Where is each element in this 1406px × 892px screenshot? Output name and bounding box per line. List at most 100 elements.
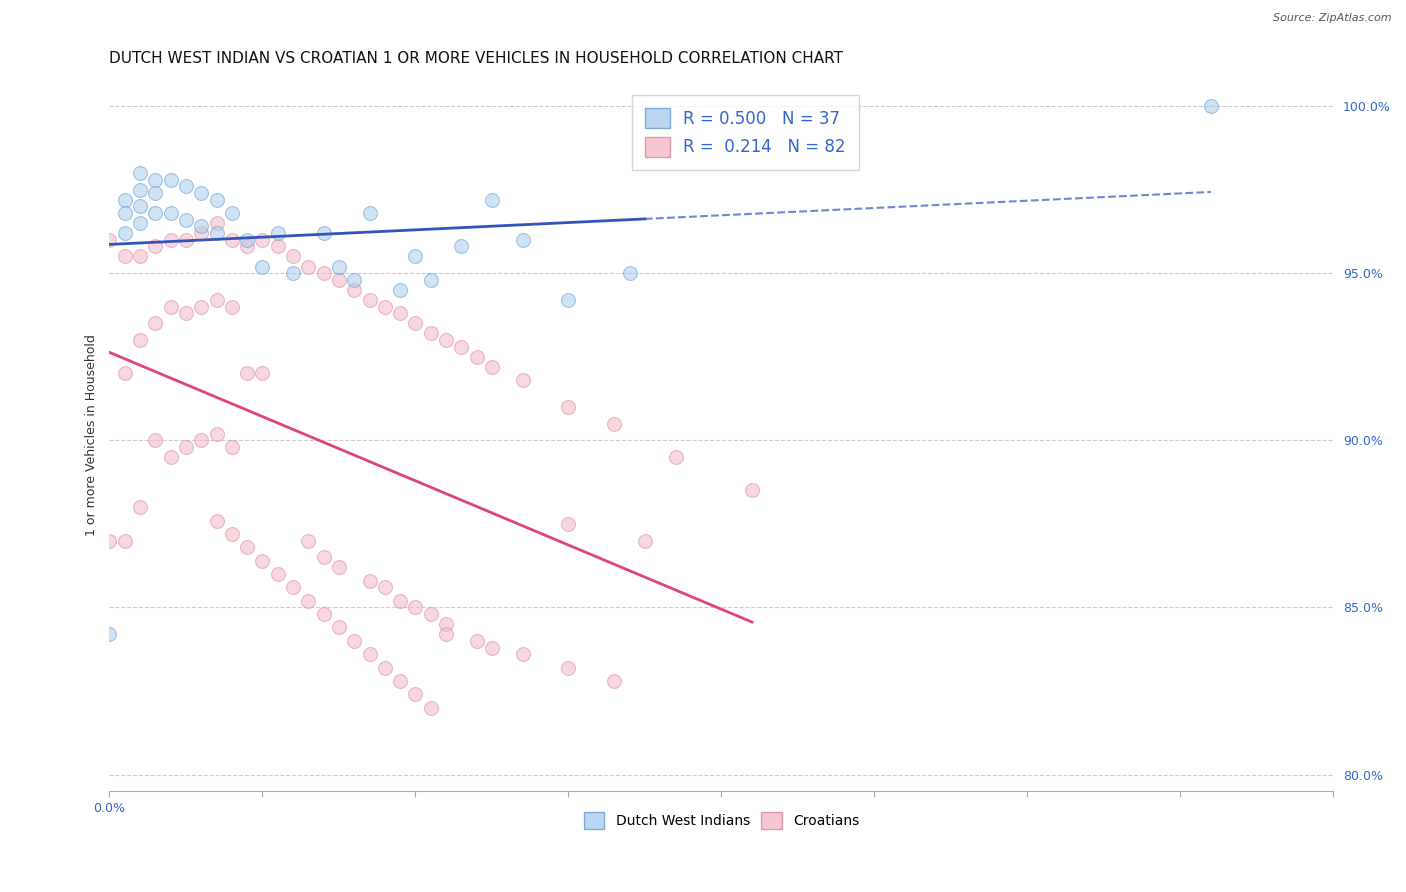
Point: [143, 172, 166, 186]
Point: [129, 199, 152, 213]
Point: [114, 250, 136, 264]
Point: [98, 627, 121, 641]
Point: [252, 554, 274, 568]
Point: [741, 483, 763, 498]
Point: [190, 226, 212, 240]
Point: [481, 640, 503, 655]
Point: [312, 550, 335, 565]
Point: [434, 333, 457, 347]
Point: [114, 206, 136, 220]
Point: [603, 673, 626, 688]
Point: [359, 293, 381, 307]
Point: [98, 533, 121, 548]
Point: [98, 233, 121, 247]
Point: [297, 593, 319, 607]
Point: [557, 293, 579, 307]
Point: [129, 250, 152, 264]
Point: [159, 233, 181, 247]
Point: [328, 620, 350, 634]
Point: [174, 212, 197, 227]
Point: [481, 359, 503, 374]
Point: [434, 617, 457, 632]
Point: [174, 440, 197, 454]
Point: [359, 206, 381, 220]
Point: [281, 266, 304, 280]
Text: DUTCH WEST INDIAN VS CROATIAN 1 OR MORE VEHICLES IN HOUSEHOLD CORRELATION CHART: DUTCH WEST INDIAN VS CROATIAN 1 OR MORE …: [110, 51, 844, 66]
Point: [205, 514, 228, 528]
Point: [143, 316, 166, 330]
Point: [297, 533, 319, 548]
Point: [114, 533, 136, 548]
Point: [465, 633, 488, 648]
Point: [143, 186, 166, 200]
Point: [389, 283, 412, 297]
Point: [205, 226, 228, 240]
Point: [267, 239, 290, 253]
Point: [281, 581, 304, 595]
Point: [328, 560, 350, 574]
Point: [114, 226, 136, 240]
Point: [328, 260, 350, 274]
Point: [664, 450, 686, 464]
Point: [343, 273, 366, 287]
Point: [205, 293, 228, 307]
Point: [236, 239, 259, 253]
Point: [129, 183, 152, 197]
Point: [312, 607, 335, 621]
Point: [159, 206, 181, 220]
Point: [221, 300, 243, 314]
Point: [343, 633, 366, 648]
Point: [174, 306, 197, 320]
Point: [129, 500, 152, 515]
Point: [389, 593, 412, 607]
Point: [114, 193, 136, 207]
Point: [450, 340, 472, 354]
Point: [297, 260, 319, 274]
Point: [404, 316, 426, 330]
Point: [328, 273, 350, 287]
Point: [359, 647, 381, 661]
Point: [205, 193, 228, 207]
Point: [205, 216, 228, 230]
Y-axis label: 1 or more Vehicles in Household: 1 or more Vehicles in Household: [86, 334, 98, 536]
Point: [236, 233, 259, 247]
Point: [374, 581, 396, 595]
Point: [512, 233, 534, 247]
Point: [252, 233, 274, 247]
Point: [221, 527, 243, 541]
Point: [221, 233, 243, 247]
Point: [557, 400, 579, 414]
Point: [557, 516, 579, 531]
Point: [619, 266, 641, 280]
Point: [190, 300, 212, 314]
Point: [205, 426, 228, 441]
Point: [404, 250, 426, 264]
Point: [419, 273, 441, 287]
Point: [389, 673, 412, 688]
Point: [1199, 99, 1222, 113]
Point: [450, 239, 472, 253]
Point: [190, 434, 212, 448]
Point: [465, 350, 488, 364]
Legend: Dutch West Indians, Croatians: Dutch West Indians, Croatians: [578, 806, 865, 834]
Point: [159, 172, 181, 186]
Point: [221, 440, 243, 454]
Point: [236, 541, 259, 555]
Point: [159, 450, 181, 464]
Point: [143, 206, 166, 220]
Point: [236, 367, 259, 381]
Point: [512, 647, 534, 661]
Point: [419, 700, 441, 714]
Point: [389, 306, 412, 320]
Point: [404, 687, 426, 701]
Point: [129, 216, 152, 230]
Point: [312, 266, 335, 280]
Point: [174, 179, 197, 194]
Point: [343, 283, 366, 297]
Point: [174, 233, 197, 247]
Point: [114, 367, 136, 381]
Point: [252, 367, 274, 381]
Point: [419, 607, 441, 621]
Point: [603, 417, 626, 431]
Point: [419, 326, 441, 341]
